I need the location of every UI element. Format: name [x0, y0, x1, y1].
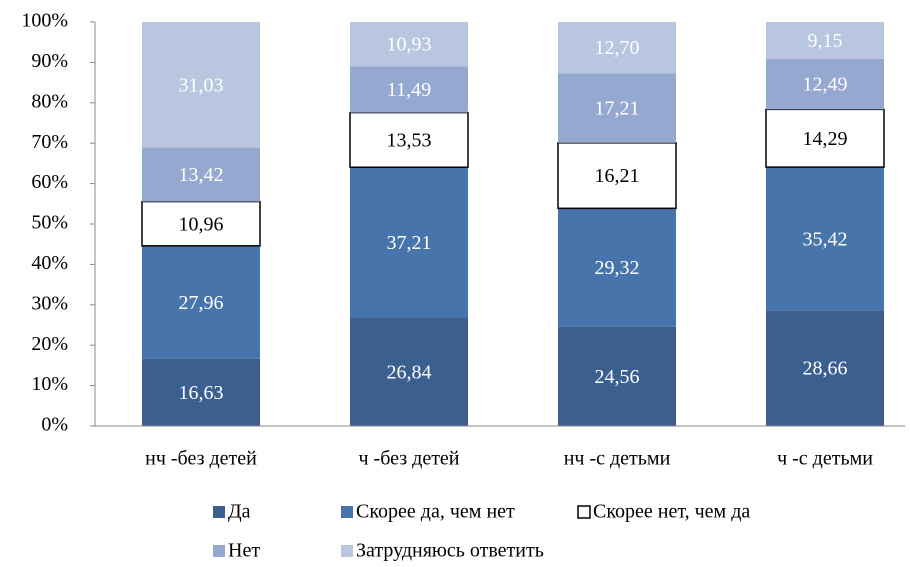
data-label: 28,66 — [803, 358, 848, 380]
bar-segment — [558, 326, 676, 426]
data-label: 37,21 — [387, 232, 432, 254]
bar-segment — [142, 147, 260, 202]
data-label: 24,56 — [595, 366, 640, 388]
data-label: 35,42 — [803, 228, 848, 250]
y-tick-label: 10% — [31, 373, 68, 395]
bar-segment — [350, 317, 468, 426]
data-label: 12,49 — [803, 74, 848, 96]
y-tick-label: 30% — [31, 292, 68, 314]
bar-segment — [141, 200, 261, 247]
y-tick-label: 60% — [31, 171, 68, 193]
bar-segment — [142, 358, 260, 426]
bar-segment — [765, 108, 885, 168]
y-tick-label: 100% — [21, 10, 68, 32]
y-tick-label: 40% — [31, 252, 68, 274]
bar-segment — [142, 22, 260, 148]
x-tick-label: нч -с детьми — [564, 448, 671, 470]
legend-swatch — [341, 545, 353, 557]
bar-segment — [558, 22, 676, 74]
data-label: 17,21 — [595, 98, 640, 120]
bar-segment — [558, 73, 676, 143]
data-label: 26,84 — [387, 361, 432, 383]
bar-segment — [766, 310, 884, 426]
legend-swatch — [213, 506, 225, 518]
y-tick-label: 80% — [31, 90, 68, 112]
data-label: 9,15 — [808, 30, 843, 52]
data-label: 16,21 — [595, 165, 640, 187]
bar-segment — [557, 142, 677, 210]
legend-label: Затрудняюсь ответить — [356, 540, 544, 562]
data-label: 10,93 — [387, 34, 432, 56]
y-tick-label: 70% — [31, 131, 68, 153]
bar-segment — [349, 111, 469, 168]
legend-label: Скорее нет, чем да — [593, 501, 750, 523]
x-tick-label: ч -без детей — [358, 448, 459, 470]
data-label: 12,70 — [595, 37, 640, 59]
bar-segment — [766, 58, 884, 110]
x-tick-label: ч -с детьми — [777, 448, 873, 470]
y-tick-label: 20% — [31, 333, 68, 355]
x-tick-label: нч -без детей — [145, 448, 257, 470]
data-label: 29,32 — [595, 257, 640, 279]
data-label: 10,96 — [179, 213, 224, 235]
bar-segment — [766, 21, 884, 59]
y-tick-label: 50% — [31, 212, 68, 234]
legend-swatch — [577, 505, 591, 519]
data-label: 31,03 — [179, 74, 224, 96]
legend-label: Да — [228, 501, 251, 523]
y-tick-label: 0% — [41, 414, 68, 436]
data-label: 16,63 — [179, 382, 224, 404]
legend-label: Скорее да, чем нет — [356, 501, 515, 523]
data-label: 13,42 — [179, 164, 224, 186]
bar-segment — [350, 167, 468, 318]
data-label: 14,29 — [803, 128, 848, 150]
data-label: 11,49 — [387, 79, 431, 101]
bar-segment — [142, 245, 260, 359]
data-label: 27,96 — [179, 292, 224, 314]
bar-segment — [350, 22, 468, 67]
legend-label: Нет — [228, 540, 260, 562]
legend-swatch — [213, 545, 225, 557]
bar-segment — [558, 208, 676, 327]
data-label: 13,53 — [387, 130, 432, 152]
legend-swatch — [341, 506, 353, 518]
bar-segment — [350, 66, 468, 113]
y-tick-label: 90% — [31, 50, 68, 72]
bar-segment — [766, 167, 884, 311]
